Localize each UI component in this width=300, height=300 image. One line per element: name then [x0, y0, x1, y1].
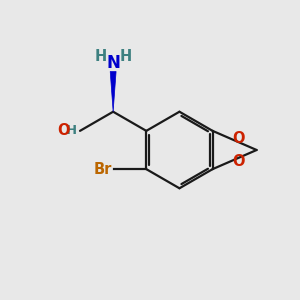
- Text: H: H: [119, 49, 132, 64]
- Text: N: N: [106, 54, 120, 72]
- Text: H: H: [65, 124, 76, 137]
- Text: O: O: [57, 123, 70, 138]
- Text: O: O: [232, 154, 245, 169]
- Text: O: O: [232, 131, 245, 146]
- Text: H: H: [95, 49, 107, 64]
- Text: Br: Br: [94, 162, 112, 177]
- Polygon shape: [110, 71, 116, 112]
